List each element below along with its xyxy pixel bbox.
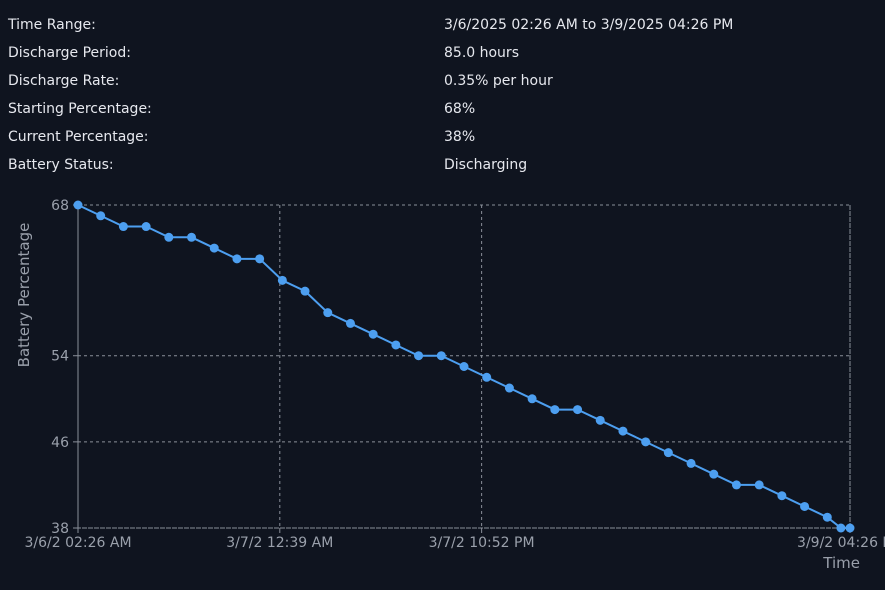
data-point <box>754 480 764 490</box>
info-row-time-range: Time Range: 3/6/2025 02:26 AM to 3/9/202… <box>8 11 878 39</box>
info-label: Discharge Rate: <box>8 73 120 89</box>
info-value: Discharging <box>444 157 528 173</box>
info-row-discharge-rate: Discharge Rate: 0.35% per hour <box>8 67 878 95</box>
data-point <box>777 491 787 501</box>
data-point <box>800 501 810 511</box>
data-point <box>663 448 673 458</box>
y-axis-label: Battery Percentage <box>15 223 33 368</box>
data-point <box>391 340 401 350</box>
x-tick-label: 3/7/2 12:39 AM <box>226 535 333 551</box>
y-tick-label: 38 <box>51 521 69 537</box>
battery-summary: Time Range: 3/6/2025 02:26 AM to 3/9/202… <box>8 11 878 179</box>
info-label: Discharge Period: <box>8 45 131 61</box>
data-point <box>836 523 846 533</box>
data-point <box>232 254 242 264</box>
data-point <box>845 523 855 533</box>
data-point <box>550 405 560 415</box>
data-point <box>573 405 583 415</box>
info-label: Starting Percentage: <box>8 101 152 117</box>
info-value: 85.0 hours <box>444 45 519 61</box>
data-point <box>459 362 469 371</box>
data-point <box>368 329 378 339</box>
data-point <box>164 232 174 242</box>
data-point <box>73 200 83 210</box>
info-value: 68% <box>444 101 476 117</box>
y-tick-label: 54 <box>51 349 69 365</box>
data-point <box>209 243 219 253</box>
info-value: 3/6/2025 02:26 AM to 3/9/2025 04:26 PM <box>444 17 734 33</box>
info-label: Current Percentage: <box>8 129 149 145</box>
x-tick-label: 3/7/2 10:52 PM <box>429 535 535 551</box>
data-point <box>414 351 424 361</box>
data-point <box>277 275 287 285</box>
info-label: Battery Status: <box>8 157 114 173</box>
data-point <box>118 222 128 232</box>
info-label: Time Range: <box>8 17 96 33</box>
x-tick-label: 3/9/2 04:26 PM <box>797 535 885 551</box>
data-point <box>141 222 151 232</box>
info-value: 38% <box>444 129 476 145</box>
data-point <box>822 512 832 522</box>
data-point <box>731 480 741 490</box>
data-point <box>436 351 446 361</box>
series-battery <box>73 200 855 533</box>
data-point <box>504 383 514 393</box>
y-tick-label: 46 <box>51 435 69 451</box>
data-point <box>527 394 537 404</box>
data-point <box>255 254 265 264</box>
x-axis-label: Time <box>822 554 860 572</box>
y-tick-label: 68 <box>51 198 69 214</box>
data-point <box>96 211 106 221</box>
data-point <box>345 318 355 328</box>
data-point <box>187 232 197 242</box>
data-point <box>300 286 310 296</box>
info-value: 0.35% per hour <box>444 73 553 89</box>
axis-ticks: 38 46 54 68 3/6/2 02:26 AM 3/7/2 12:39 AM 3/7/… <box>24 198 885 551</box>
info-row-starting-percentage: Starting Percentage: 68% <box>8 95 878 123</box>
x-tick-label: 3/6/2 02:26 AM <box>24 535 131 551</box>
info-row-current-percentage: Current Percentage: 38% <box>8 123 878 151</box>
info-row-battery-status: Battery Status: Discharging <box>8 151 878 179</box>
data-point <box>595 415 605 425</box>
data-point <box>618 426 628 436</box>
data-point <box>641 437 651 447</box>
info-row-discharge-period: Discharge Period: 85.0 hours <box>8 39 878 67</box>
data-point <box>686 458 696 468</box>
grid-lines <box>77 204 851 529</box>
data-point <box>323 308 333 318</box>
data-point <box>482 372 492 382</box>
data-point <box>709 469 719 479</box>
